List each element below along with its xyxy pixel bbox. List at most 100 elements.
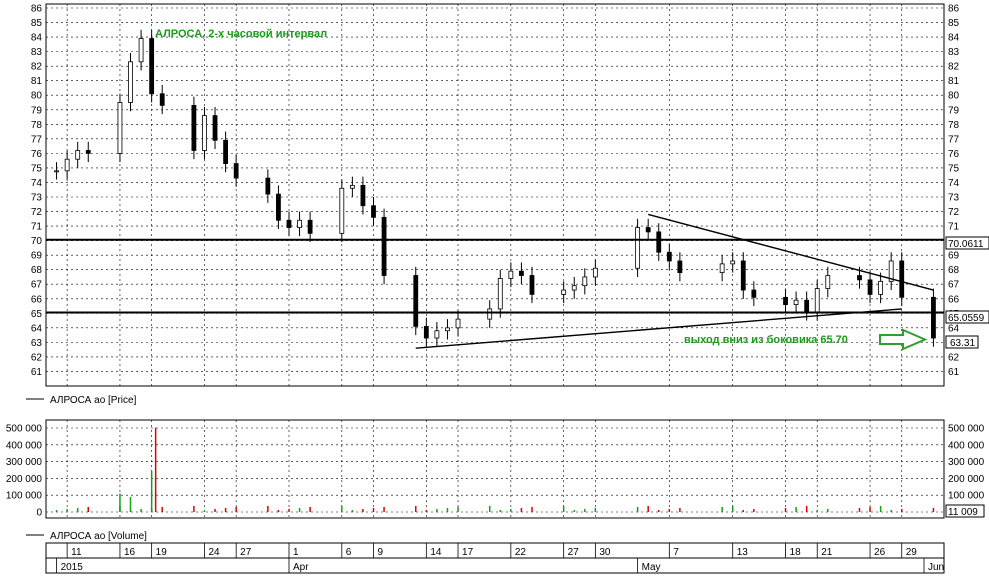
period-tick-label: 2015	[61, 562, 84, 573]
price-tick-label-left: 64	[31, 323, 43, 334]
price-tick-label-right: 84	[948, 33, 960, 44]
price-tick-label-right: 71	[948, 222, 960, 233]
price-candle	[349, 176, 355, 197]
day-tick-label: 1	[293, 547, 299, 558]
price-candle	[360, 176, 366, 215]
price-candle	[740, 252, 746, 299]
volume-legend: АЛРОСА ао [Volume]	[50, 531, 147, 542]
price-candle	[191, 96, 197, 160]
price-candle	[519, 262, 524, 285]
breakout-annotation: выход вниз из боковика 65.70	[684, 334, 848, 346]
price-tick-label-left: 73	[31, 193, 43, 204]
price-candle	[223, 131, 229, 173]
price-legend: АЛРОСА ао [Price]	[50, 395, 137, 406]
price-candle	[413, 266, 419, 336]
price-candle	[497, 269, 503, 318]
last-volume-tag: 11 009	[948, 507, 978, 518]
price-candle	[423, 317, 429, 347]
price-candle	[297, 211, 302, 237]
day-tick-label: 24	[208, 547, 220, 558]
day-tick-label: 6	[346, 547, 352, 558]
price-candle	[529, 266, 535, 304]
price-candle	[307, 211, 313, 243]
price-candle	[54, 162, 59, 180]
price-candle	[592, 259, 598, 286]
day-tick-label: 22	[515, 547, 527, 558]
price-tick-label-right: 85	[948, 18, 960, 29]
volume-tick-label-right: 500 000	[948, 424, 985, 435]
price-candle	[159, 85, 165, 115]
price-candle	[434, 322, 440, 347]
price-tick-label-left: 71	[31, 222, 43, 233]
price-tick-label-left: 67	[31, 280, 43, 291]
price-tick-label-right: 67	[948, 280, 960, 291]
day-tick-label: 9	[378, 547, 384, 558]
price-candle	[867, 271, 873, 304]
price-candle	[64, 150, 70, 180]
price-candle	[212, 106, 218, 150]
price-candle	[286, 211, 292, 237]
volume-tick-label-right: 400 000	[948, 440, 985, 451]
day-tick-label: 17	[462, 547, 474, 558]
price-tick-label-left: 77	[31, 134, 43, 145]
volume-tick-label-left: 400 000	[6, 440, 43, 451]
resistance-price-tag: 70.0611	[948, 239, 984, 250]
descending-trendline	[648, 213, 934, 291]
price-tick-label-left: 79	[31, 105, 43, 116]
support-price-tag: 65.0559	[948, 313, 985, 324]
price-candle	[487, 300, 493, 328]
price-candle	[730, 252, 736, 273]
price-candle	[571, 276, 577, 299]
price-tick-label-right: 77	[948, 134, 960, 145]
price-tick-label-left: 62	[31, 352, 43, 363]
price-candle	[645, 218, 651, 241]
price-candle	[878, 272, 884, 304]
price-tick-label-right: 66	[948, 294, 960, 305]
price-tick-label-right: 79	[948, 105, 960, 116]
price-candle	[117, 93, 123, 163]
day-tick-label: 30	[599, 547, 611, 558]
period-tick-label: Apr	[293, 562, 309, 573]
day-tick-label: 18	[790, 547, 802, 558]
ascending-trendline	[415, 308, 902, 349]
price-candle	[508, 262, 514, 288]
price-candle	[265, 169, 271, 203]
price-tick-label-right: 81	[948, 76, 960, 87]
price-candle	[371, 197, 376, 227]
price-candle	[138, 29, 144, 71]
chart-title: АЛРОСА, 2-х часовой интервал	[155, 28, 327, 40]
price-tick-label-left: 65	[31, 309, 43, 320]
price-tick-label-left: 83	[31, 47, 43, 58]
day-tick-label: 14	[430, 547, 442, 558]
period-tick-label: Jun	[928, 562, 944, 573]
volume-tick-label-right: 100 000	[948, 491, 985, 502]
price-tick-label-right: 68	[948, 265, 960, 276]
price-tick-label-left: 69	[31, 251, 43, 262]
price-tick-label-left: 85	[31, 18, 43, 29]
price-tick-label-left: 81	[31, 76, 43, 87]
resistance-tag-box	[945, 236, 989, 250]
support-tag-box	[945, 310, 989, 324]
price-tick-label-right: 78	[948, 120, 960, 131]
price-tick-label-left: 72	[31, 207, 43, 218]
last-price-tag-box	[945, 335, 979, 349]
price-tick-label-right: 72	[948, 207, 960, 218]
last-price-tag: 63.31	[950, 338, 975, 349]
price-candle	[666, 243, 672, 270]
price-tick-label-right: 69	[948, 251, 960, 262]
price-tick-label-left: 82	[31, 62, 43, 73]
price-tick-label-left: 80	[31, 91, 43, 102]
price-candle	[888, 252, 894, 291]
price-candle	[899, 252, 905, 307]
volume-tick-label-left: 300 000	[6, 457, 43, 468]
price-candle	[75, 141, 81, 168]
price-candle	[793, 291, 799, 314]
day-tick-label: 19	[156, 547, 168, 558]
price-candle	[656, 223, 662, 261]
price-candle	[455, 310, 461, 337]
price-candle	[825, 266, 831, 298]
day-tick-label: 13	[737, 547, 749, 558]
price-tick-label-left: 84	[31, 33, 43, 44]
price-candle	[751, 281, 757, 307]
